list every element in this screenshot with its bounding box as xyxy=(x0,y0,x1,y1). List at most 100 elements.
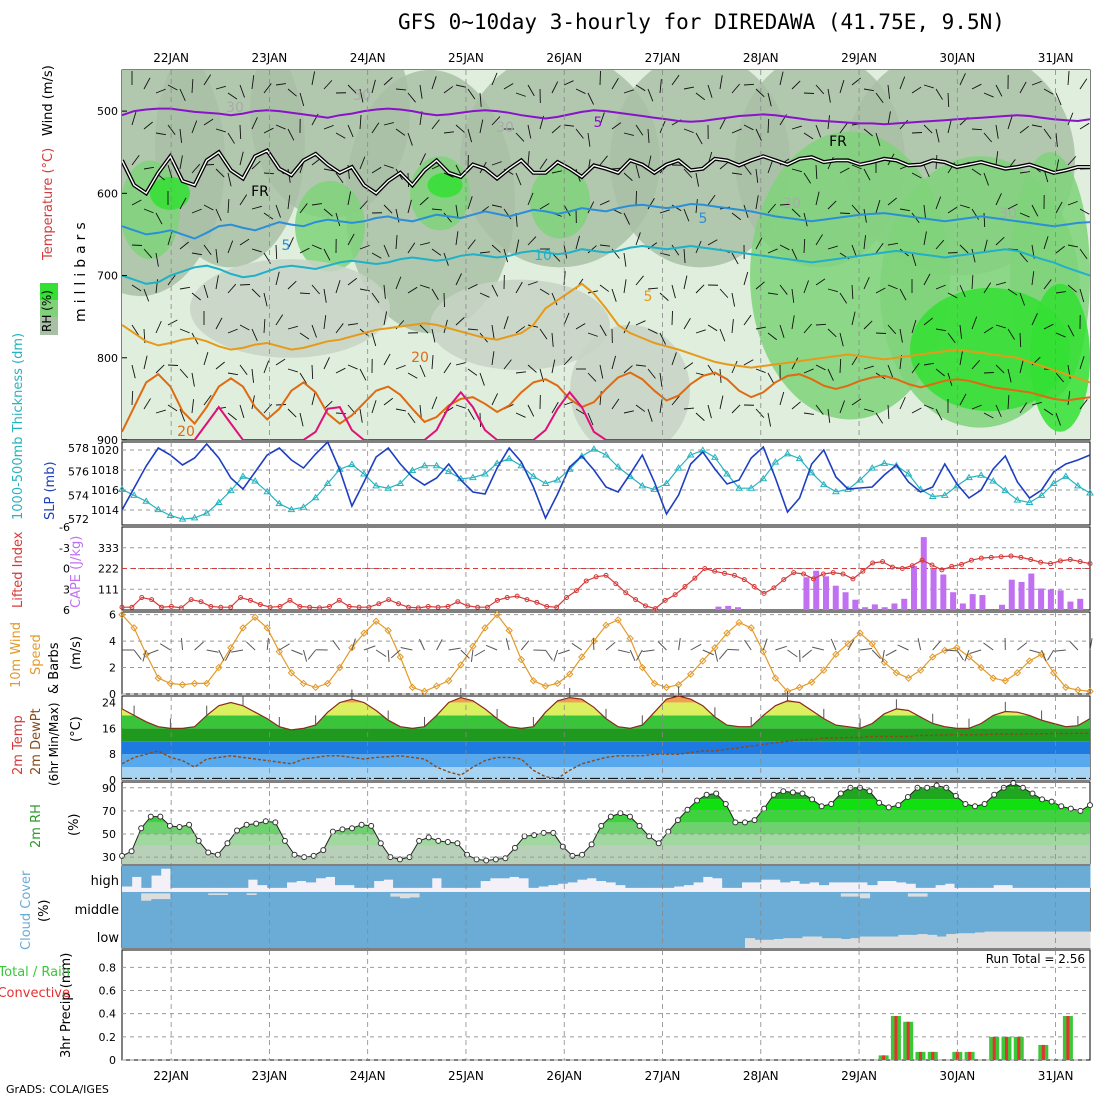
wind-barb xyxy=(791,248,798,261)
lifted-index-point xyxy=(1077,559,1083,565)
wind-speed-point xyxy=(166,679,175,688)
freezing-level-line-inner xyxy=(122,149,1090,195)
wind-barb xyxy=(599,244,611,247)
wind-speed-point xyxy=(723,629,731,637)
cloud-high-cell xyxy=(857,866,868,883)
thickness-point xyxy=(166,511,175,519)
wind-speed-point xyxy=(928,653,937,661)
wind-barb xyxy=(131,284,142,292)
wind-barb xyxy=(551,170,562,174)
cloud-middle-cell xyxy=(399,893,411,899)
wind-barb xyxy=(695,132,703,145)
rh-point xyxy=(626,813,633,820)
wind-barb xyxy=(407,92,416,103)
ytick-label: 0 xyxy=(109,1054,116,1067)
rh-point xyxy=(349,825,356,832)
thickness-point xyxy=(965,473,973,481)
rh-point xyxy=(962,800,969,807)
wind-barb xyxy=(227,92,238,100)
wind-barb xyxy=(659,79,662,94)
ytick-label: 500 xyxy=(97,105,118,118)
cloud-high-cell xyxy=(838,866,849,883)
wind-barb xyxy=(1055,132,1058,147)
rh-point xyxy=(665,828,672,835)
wind-barb xyxy=(839,359,842,374)
wind-barb xyxy=(983,92,994,98)
wind-barb xyxy=(515,281,523,294)
precip-convective-bar xyxy=(992,1036,996,1060)
wind-barb xyxy=(263,212,274,220)
wind-barb xyxy=(563,401,574,406)
wind-barb xyxy=(847,639,855,651)
lifted-index-point xyxy=(860,568,866,574)
wind-barb xyxy=(647,408,653,422)
rh-point xyxy=(1029,790,1036,797)
wind-barb xyxy=(383,397,394,406)
wind-barb xyxy=(515,326,526,334)
wind-barb xyxy=(215,85,226,90)
wind-speed-point xyxy=(202,679,211,688)
cloud-high-cell xyxy=(325,866,336,877)
wind-barb xyxy=(395,88,407,91)
wind-barb xyxy=(479,119,484,134)
wind-barb xyxy=(347,277,358,286)
precip-convective-bar xyxy=(1066,1016,1070,1060)
cloud-high-cell xyxy=(567,866,578,883)
wind-barb xyxy=(911,252,917,267)
wind-barb xyxy=(323,315,327,330)
wind-barb xyxy=(287,368,298,373)
wind-barb xyxy=(911,319,917,334)
date-label-top: 31JAN xyxy=(1038,51,1074,65)
wind-barb xyxy=(563,80,574,86)
wind-barb xyxy=(851,244,858,258)
wind-barb xyxy=(1055,372,1065,383)
wind-speed-point xyxy=(408,683,417,692)
wind-barb xyxy=(419,197,429,206)
wind-barb xyxy=(443,172,454,178)
lifted-index-point xyxy=(791,570,797,576)
wind-barb xyxy=(995,324,1006,329)
wind-barb xyxy=(407,199,412,214)
rh-point xyxy=(425,834,432,841)
wind-barb xyxy=(812,646,824,651)
wind-barb xyxy=(1043,236,1049,250)
wind-barb xyxy=(133,649,142,660)
wind-barb xyxy=(311,284,321,295)
cloud-high-cell xyxy=(431,866,442,879)
wind-barb xyxy=(803,412,815,415)
thickness-point xyxy=(1013,496,1022,503)
wind-barb xyxy=(959,351,963,366)
wind-barb xyxy=(827,408,831,423)
wind-barb xyxy=(251,117,258,130)
wind-barb xyxy=(179,286,191,290)
wind-barb xyxy=(143,208,154,214)
wind-speed-point xyxy=(396,653,405,661)
lifted-index-point xyxy=(731,572,737,578)
wind-barb xyxy=(275,124,286,130)
rh-point xyxy=(138,825,145,832)
contour-label: 5 xyxy=(282,238,291,254)
wind-barb xyxy=(563,244,568,259)
thickness-point xyxy=(577,452,586,459)
cloud-high-cell xyxy=(451,866,462,888)
cape-bar xyxy=(823,576,829,610)
wind-barb xyxy=(479,251,491,254)
wind-barb xyxy=(744,639,752,651)
date-label-bottom: 22JAN xyxy=(153,1069,189,1083)
wind-barb xyxy=(515,132,525,142)
contour-label: 5 xyxy=(594,115,603,131)
lifted-index-point xyxy=(909,563,915,569)
thickness-point xyxy=(227,486,235,494)
wind-barb xyxy=(731,83,741,94)
cloud-middle-cell xyxy=(150,893,161,900)
wind-barb xyxy=(611,288,617,302)
wind-barb xyxy=(707,239,718,246)
wind-barb xyxy=(455,124,465,133)
wind-barb xyxy=(875,287,886,294)
wind-barb xyxy=(695,92,706,101)
wind-barb xyxy=(383,244,390,258)
cloud-high-cell xyxy=(170,866,181,888)
wind-barb xyxy=(1019,252,1029,263)
cape-bar xyxy=(979,595,986,610)
wind-barb xyxy=(431,355,434,370)
